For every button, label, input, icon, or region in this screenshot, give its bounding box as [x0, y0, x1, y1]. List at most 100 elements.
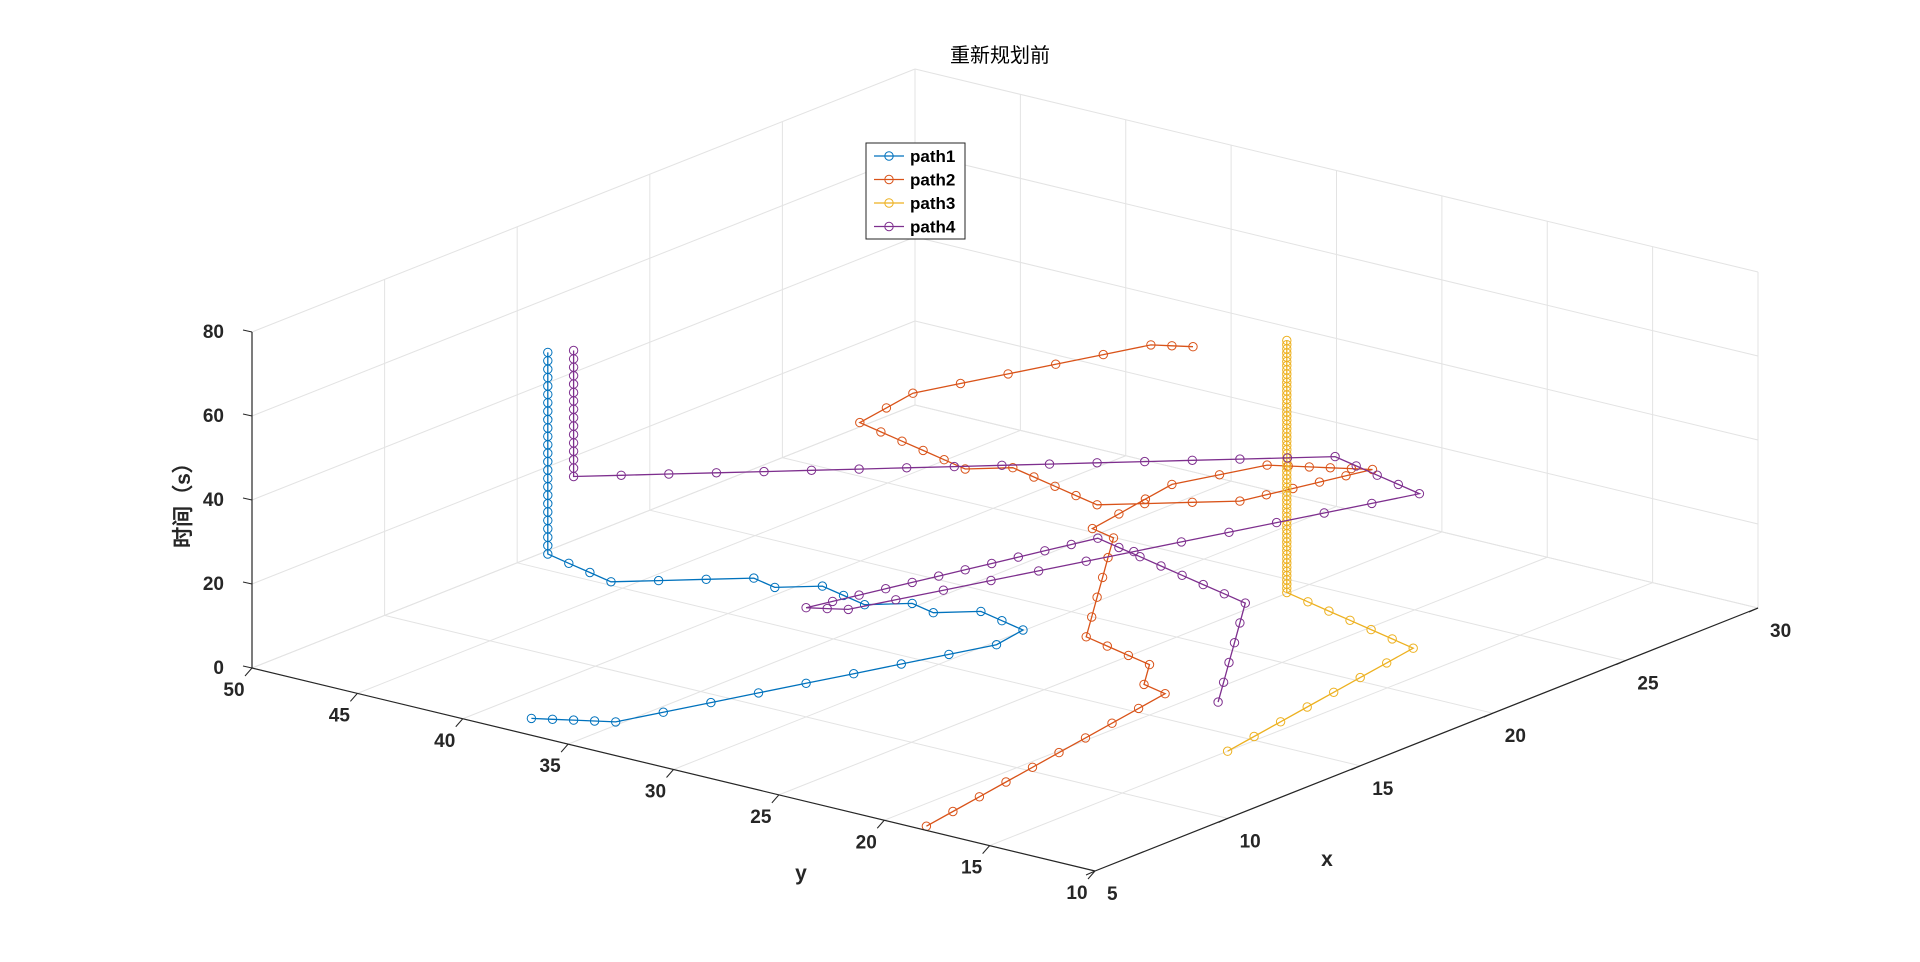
x-tick-label: 15 — [1372, 779, 1394, 800]
data-point — [1108, 533, 1119, 543]
data-point — [1102, 641, 1113, 651]
y-tick-label: 10 — [1066, 883, 1087, 904]
chart-title: 重新规划前 — [950, 43, 1050, 67]
data-point — [1156, 561, 1166, 571]
data-point — [547, 714, 558, 724]
data-point — [664, 469, 674, 479]
data-point — [1114, 509, 1124, 519]
x-axis-label: x — [1321, 848, 1333, 871]
data-point — [1081, 556, 1091, 566]
data-point — [1167, 479, 1177, 490]
data-point — [1367, 498, 1377, 509]
series-path4 — [568, 345, 1425, 707]
data-point — [1001, 777, 1011, 787]
series-line — [858, 344, 1373, 827]
legend-label: path4 — [910, 218, 956, 237]
x-tick-label: 5 — [1107, 884, 1118, 905]
grid-line — [251, 236, 916, 501]
data-point — [1229, 638, 1240, 648]
z-tick-mark — [242, 665, 253, 669]
data-point — [1319, 508, 1329, 518]
data-point — [1188, 342, 1198, 352]
data-point — [907, 577, 917, 588]
y-tick-mark — [244, 667, 253, 677]
data-point — [801, 678, 811, 688]
data-point — [585, 567, 595, 578]
data-point — [1029, 472, 1039, 482]
legend-swatch-marker — [884, 174, 894, 185]
data-point — [944, 649, 954, 660]
data-point — [1408, 643, 1418, 653]
series-line — [531, 352, 1025, 723]
data-point — [1098, 349, 1109, 360]
grid-line — [357, 429, 1021, 694]
data-point — [1224, 657, 1234, 668]
data-point — [1187, 455, 1198, 465]
data-point — [949, 461, 959, 472]
data-point — [1414, 489, 1425, 499]
data-point — [1140, 456, 1150, 467]
data-point — [849, 669, 859, 679]
data-point — [1282, 453, 1293, 463]
axis-ticks: 10 15 20 25 30 35 40 45 50 5 10 15 20 25 30 0 20 40 60 80 — [203, 322, 1791, 905]
data-point — [938, 585, 949, 595]
data-point — [1092, 592, 1102, 602]
data-point — [564, 558, 574, 568]
axes-grid — [251, 68, 1759, 872]
z-tick-label: 20 — [203, 574, 224, 595]
data-point — [928, 608, 938, 618]
grid-line — [778, 531, 1443, 796]
z-tick-label: 40 — [203, 490, 224, 511]
data-point — [1054, 747, 1064, 758]
x-tick-label: 10 — [1240, 831, 1261, 852]
data-point — [1114, 542, 1124, 553]
series-path2 — [855, 340, 1378, 831]
x-tick-label: 20 — [1505, 726, 1526, 747]
data-point — [1087, 523, 1098, 534]
data-point — [1044, 459, 1055, 469]
data-point — [854, 464, 864, 474]
data-point — [1249, 731, 1259, 742]
data-point — [801, 603, 811, 613]
x-tick-mark — [1748, 607, 1759, 613]
y-tick-label: 45 — [329, 705, 351, 726]
grid-line — [251, 404, 916, 669]
data-point — [1271, 517, 1282, 528]
data-point — [1160, 689, 1170, 699]
data-point — [1139, 679, 1149, 690]
data-point — [759, 466, 769, 477]
data-point — [611, 717, 621, 727]
data-point — [1288, 483, 1298, 494]
data-point — [1087, 612, 1097, 622]
x-tick-mark — [1218, 817, 1228, 823]
data-point — [986, 575, 996, 586]
data-point — [1314, 477, 1325, 487]
data-point — [753, 688, 764, 698]
data-point — [1355, 672, 1365, 683]
data-point — [806, 465, 817, 475]
x-tick-label: 30 — [1770, 621, 1791, 642]
data-point — [974, 792, 985, 802]
legend-label: path3 — [910, 194, 955, 213]
data-point — [1218, 677, 1229, 687]
data-point — [568, 345, 579, 356]
data-point — [881, 403, 892, 413]
data-point — [881, 584, 891, 594]
x-tick-mark — [1085, 870, 1096, 876]
data-point — [1146, 340, 1156, 350]
data-point — [606, 577, 616, 587]
data-point — [896, 659, 906, 669]
data-point — [1050, 481, 1060, 491]
data-point — [1097, 572, 1108, 583]
data-point — [1282, 335, 1292, 346]
data-point — [1092, 500, 1102, 510]
data-point — [1140, 498, 1150, 509]
series-path1 — [526, 347, 1028, 727]
data-point — [543, 347, 553, 358]
data-point — [822, 603, 832, 614]
y-tick-label: 20 — [856, 832, 877, 853]
data-point — [991, 640, 1002, 650]
data-point — [1018, 625, 1028, 635]
data-point — [817, 581, 828, 591]
